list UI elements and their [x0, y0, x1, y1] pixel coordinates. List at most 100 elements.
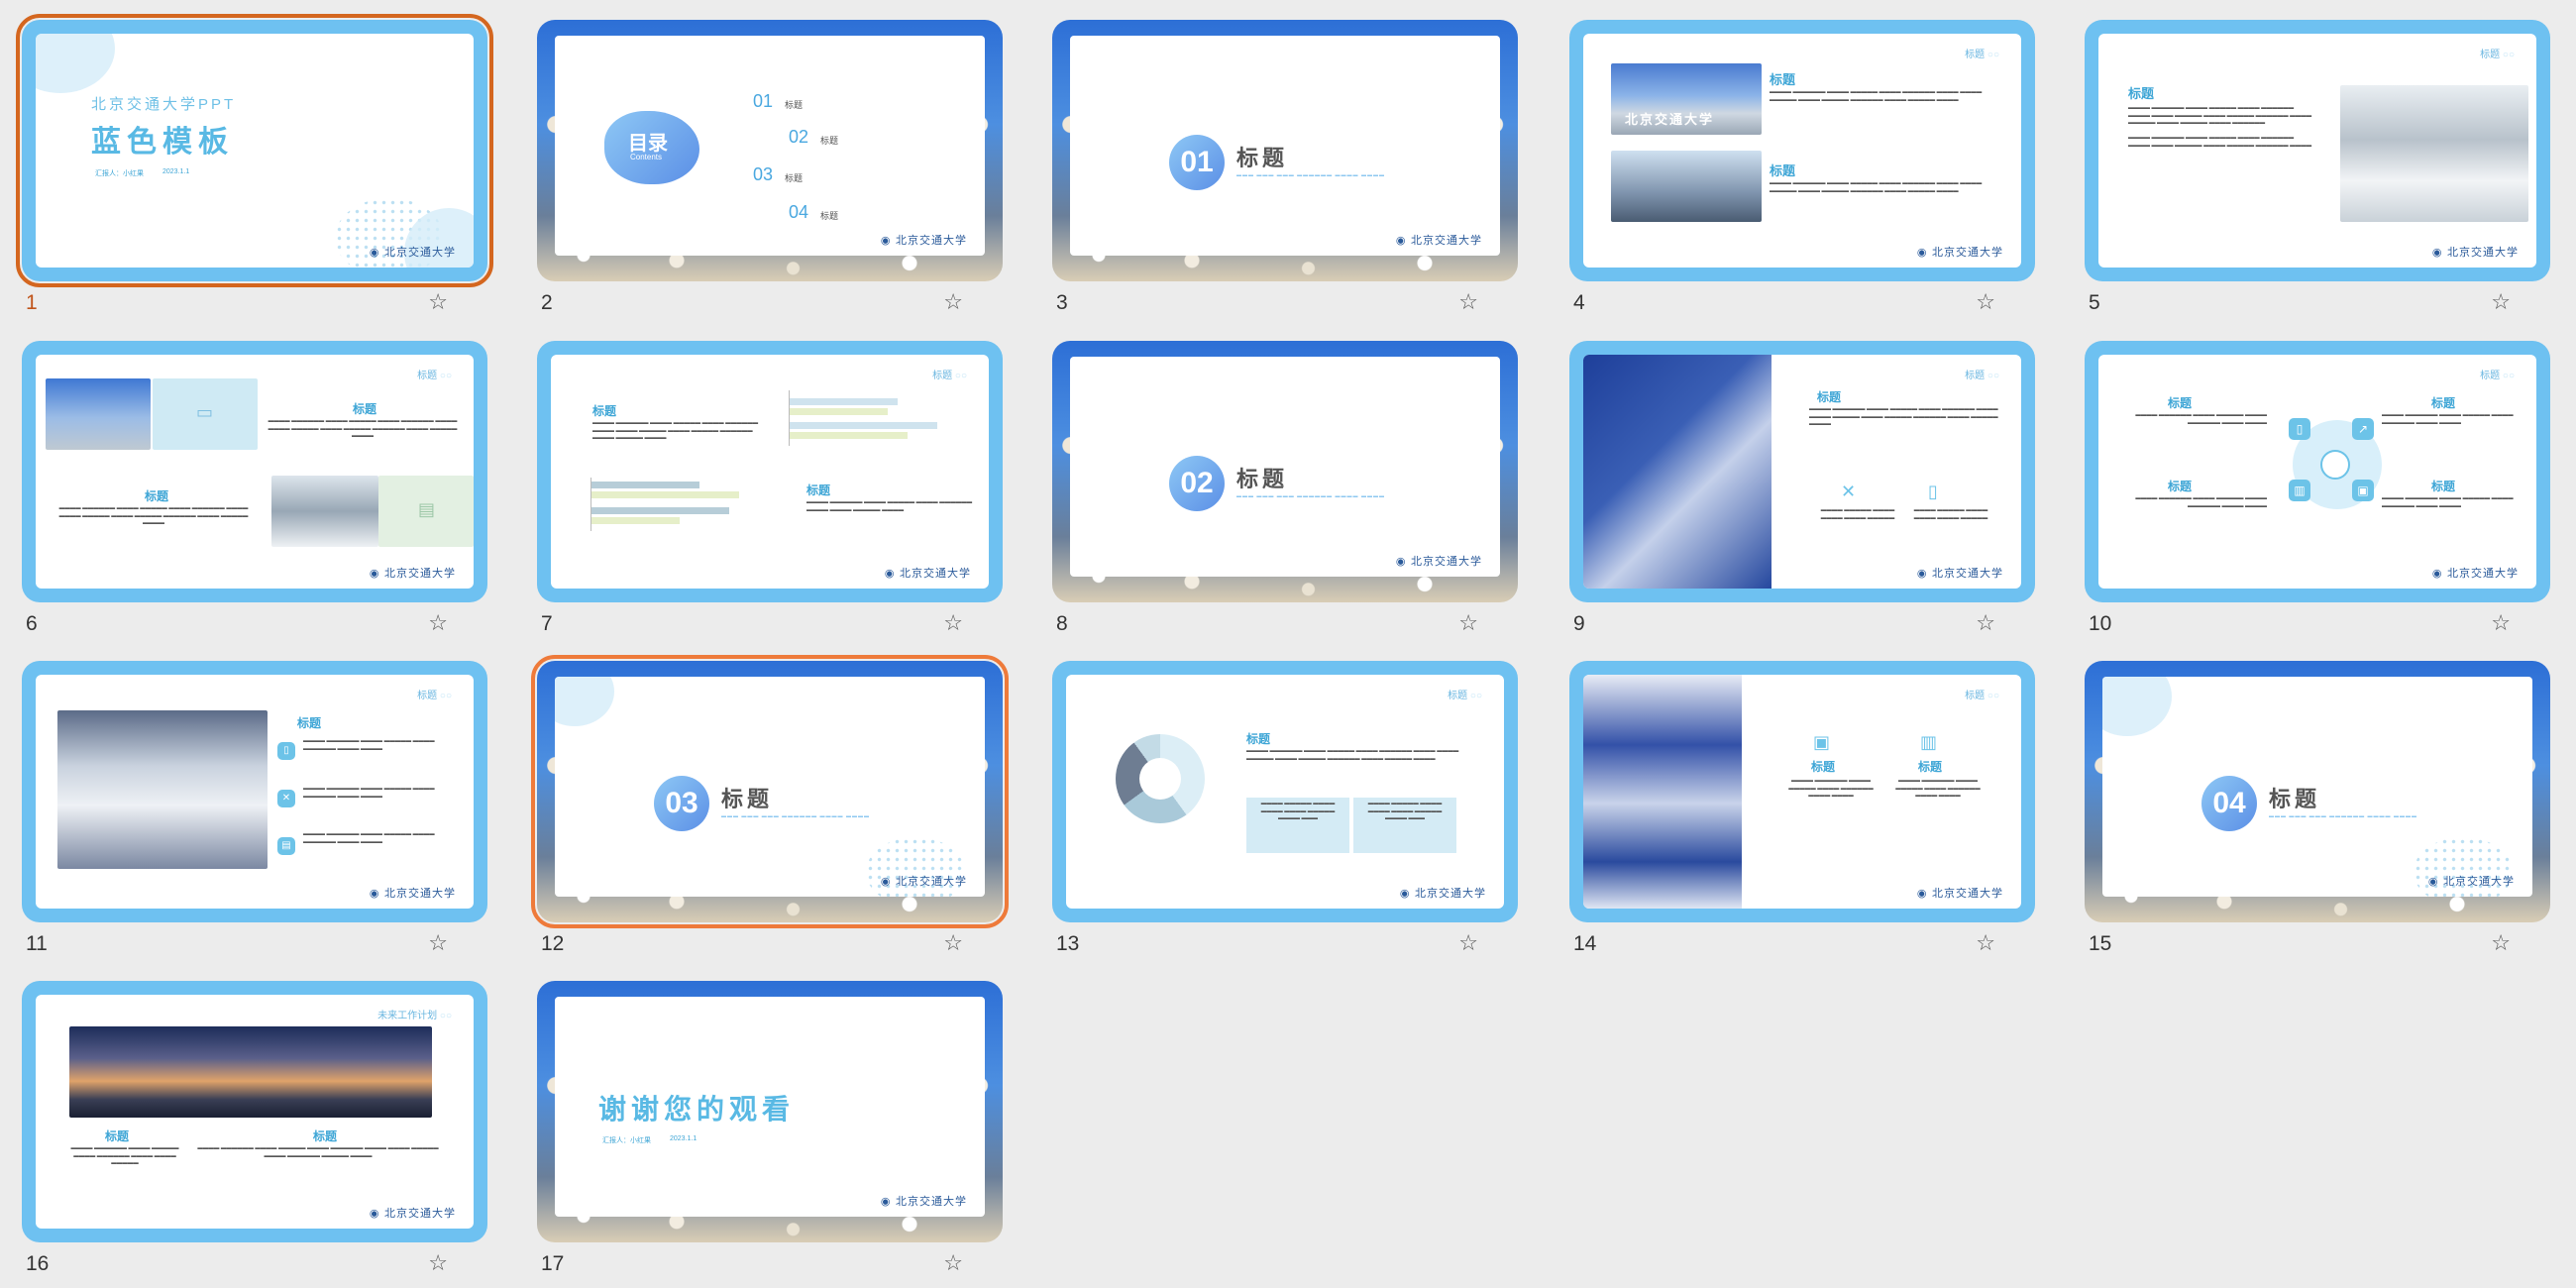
slide-thumbnail-14[interactable]: 标题 ▣ ▥ 标题 标题 ▬▬▬▬ ▬▬▬▬▬▬ ▬▬▬▬ ▬▬▬▬▬ ▬▬▬▬…	[1569, 661, 2035, 963]
star-icon[interactable]: ☆	[943, 930, 963, 955]
star-icon[interactable]: ☆	[1976, 610, 1995, 635]
star-icon[interactable]: ☆	[2491, 289, 2511, 314]
slide1-subtitle: 蓝色模板	[91, 126, 234, 159]
slide-thumbnail-16[interactable]: 未来工作计划 标题 标题 ▬▬▬▬ ▬▬▬▬▬▬ ▬▬▬▬ ▬▬▬▬▬ ▬▬▬▬…	[22, 981, 487, 1283]
slide-7[interactable]: 标题 标题 ▬▬▬▬ ▬▬▬▬▬▬ ▬▬▬▬ ▬▬▬▬▬ ▬▬▬▬ ▬▬▬▬▬▬…	[537, 341, 1003, 602]
slide-14[interactable]: 标题 ▣ ▥ 标题 标题 ▬▬▬▬ ▬▬▬▬▬▬ ▬▬▬▬ ▬▬▬▬▬ ▬▬▬▬…	[1569, 661, 2035, 922]
slide-13[interactable]: 标题 标题 ▬▬▬▬ ▬▬▬▬▬▬ ▬▬▬▬ ▬▬▬▬▬ ▬▬▬▬ ▬▬▬▬▬▬…	[1052, 661, 1518, 922]
phone-icon: ▯	[2289, 418, 2310, 440]
toc-label-3: 标题	[785, 173, 804, 183]
slide13-logo: 北京交通大学	[1400, 885, 1486, 901]
slide17-title: 谢谢您的观看	[598, 1094, 796, 1125]
slide-thumbnail-3[interactable]: 01 标题 ▬▬▬ ▬▬▬ ▬▬▬ ▬▬▬▬▬▬ ▬▬▬▬ ▬▬▬▬ 北京交通大…	[1052, 20, 1518, 322]
slide-tag: 标题	[417, 687, 452, 701]
slide11-body-3: ▬▬▬▬ ▬▬▬▬▬▬ ▬▬▬▬ ▬▬▬▬▬ ▬▬▬▬ ▬▬▬▬▬▬ ▬▬▬▬ …	[303, 831, 435, 845]
slide10-logo: 北京交通大学	[2432, 565, 2519, 581]
slide-9[interactable]: 标题 标题 ▬▬▬▬ ▬▬▬▬▬▬ ▬▬▬▬ ▬▬▬▬▬ ▬▬▬▬ ▬▬▬▬▬▬…	[1569, 341, 2035, 602]
star-icon[interactable]: ☆	[943, 610, 963, 635]
slide-tag: 标题	[2480, 367, 2515, 381]
slide13-heading: 标题	[1246, 732, 1271, 746]
slide-thumbnail-2[interactable]: 目录 Contents 01 标题 02 标题 03 标题 04 标题 北京交通…	[537, 20, 1003, 322]
slide-2[interactable]: 目录 Contents 01 标题 02 标题 03 标题 04 标题 北京交通…	[537, 20, 1003, 281]
slide-4[interactable]: 标题 北京交通大学 标题 ▬▬▬▬ ▬▬▬▬▬▬ ▬▬▬▬ ▬▬▬▬▬ ▬▬▬▬…	[1569, 20, 2035, 281]
slide-number: 8	[1056, 612, 1068, 635]
slide-11[interactable]: 标题 ▯ ✕ ▤ 标题 ▬▬▬▬ ▬▬▬▬▬▬ ▬▬▬▬ ▬▬▬▬▬ ▬▬▬▬ …	[22, 661, 487, 922]
star-icon[interactable]: ☆	[1458, 930, 1478, 955]
note-icon: ▤	[418, 499, 436, 519]
slide-15[interactable]: 04 标题 ▬▬▬ ▬▬▬ ▬▬▬ ▬▬▬▬▬▬ ▬▬▬▬ ▬▬▬▬ 北京交通大…	[2085, 661, 2550, 922]
slide7-body-1: ▬▬▬▬ ▬▬▬▬▬▬ ▬▬▬▬ ▬▬▬▬▬ ▬▬▬▬ ▬▬▬▬▬▬ ▬▬▬▬ …	[592, 420, 759, 441]
slide-thumbnail-6[interactable]: 标题 ▭ 标题 ▬▬▬▬ ▬▬▬▬▬▬ ▬▬▬▬ ▬▬▬▬▬ ▬▬▬▬ ▬▬▬▬…	[22, 341, 487, 643]
slide-thumbnail-17[interactable]: 谢谢您的观看 汇报人：小红果 2023.1.1 北京交通大学 17 ☆	[537, 981, 1003, 1283]
slide-number: 5	[2089, 291, 2100, 314]
bar-chart-1	[789, 390, 977, 460]
section-title: 标题	[1236, 467, 1289, 491]
slide17-author: 汇报人：小红果	[602, 1137, 651, 1144]
star-icon[interactable]: ☆	[1976, 289, 1995, 314]
section-subtext: ▬▬▬ ▬▬▬ ▬▬▬ ▬▬▬▬▬▬ ▬▬▬▬ ▬▬▬▬	[1236, 172, 1385, 178]
slide1-logo: 北京交通大学	[370, 244, 456, 260]
slide7-body-2: ▬▬▬▬ ▬▬▬▬▬▬ ▬▬▬▬ ▬▬▬▬▬ ▬▬▬▬ ▬▬▬▬▬▬ ▬▬▬▬ …	[806, 499, 973, 513]
star-icon[interactable]: ☆	[1458, 610, 1478, 635]
slide-17[interactable]: 谢谢您的观看 汇报人：小红果 2023.1.1 北京交通大学	[537, 981, 1003, 1242]
slide-thumbnail-1[interactable]: 北京交通大学PPT 蓝色模板 汇报人：小红果 2023.1.1 北京交通大学 1…	[16, 14, 493, 322]
slide8-logo: 北京交通大学	[1396, 553, 1482, 569]
slide-number: 17	[541, 1252, 565, 1275]
slide-thumbnail-5[interactable]: 标题 标题 ▬▬▬▬ ▬▬▬▬▬▬ ▬▬▬▬ ▬▬▬▬▬ ▬▬▬▬ ▬▬▬▬▬▬…	[2085, 20, 2550, 322]
slide15-logo: 北京交通大学	[2428, 873, 2515, 889]
snow-photo	[271, 476, 378, 547]
slide-thumbnail-11[interactable]: 标题 ▯ ✕ ▤ 标题 ▬▬▬▬ ▬▬▬▬▬▬ ▬▬▬▬ ▬▬▬▬▬ ▬▬▬▬ …	[22, 661, 487, 963]
slide11-body-2: ▬▬▬▬ ▬▬▬▬▬▬ ▬▬▬▬ ▬▬▬▬▬ ▬▬▬▬ ▬▬▬▬▬▬ ▬▬▬▬ …	[303, 786, 435, 800]
star-icon[interactable]: ☆	[943, 1250, 963, 1275]
slide10-body-4: ▬▬▬▬ ▬▬▬▬▬▬ ▬▬▬▬ ▬▬▬▬▬ ▬▬▬▬ ▬▬▬▬▬▬ ▬▬▬▬ …	[2382, 495, 2514, 509]
star-icon[interactable]: ☆	[428, 289, 448, 314]
note-icon: ▤	[277, 837, 295, 855]
slide13-box-1: ▬▬▬▬ ▬▬▬▬▬ ▬▬▬▬ ▬▬▬▬ ▬▬▬▬ ▬▬▬▬▬ ▬▬▬▬ ▬▬▬	[1246, 798, 1349, 853]
slide-5[interactable]: 标题 标题 ▬▬▬▬ ▬▬▬▬▬▬ ▬▬▬▬ ▬▬▬▬▬ ▬▬▬▬ ▬▬▬▬▬▬…	[2085, 20, 2550, 281]
slide10-body-1: ▬▬▬▬ ▬▬▬▬▬▬ ▬▬▬▬ ▬▬▬▬▬ ▬▬▬▬ ▬▬▬▬▬▬ ▬▬▬▬ …	[2135, 412, 2267, 426]
slide-1[interactable]: 北京交通大学PPT 蓝色模板 汇报人：小红果 2023.1.1 北京交通大学	[16, 14, 493, 287]
section-number: 01	[1169, 135, 1225, 190]
star-icon[interactable]: ☆	[1458, 289, 1478, 314]
slide-number: 16	[26, 1252, 50, 1275]
star-icon[interactable]: ☆	[943, 289, 963, 314]
slide17-date: 2023.1.1	[670, 1135, 698, 1142]
slide5-logo: 北京交通大学	[2432, 244, 2519, 260]
star-icon[interactable]: ☆	[428, 1250, 448, 1275]
slide-thumbnail-7[interactable]: 标题 标题 ▬▬▬▬ ▬▬▬▬▬▬ ▬▬▬▬ ▬▬▬▬▬ ▬▬▬▬ ▬▬▬▬▬▬…	[537, 341, 1003, 643]
slide6-logo: 北京交通大学	[370, 565, 456, 581]
slide9-logo: 北京交通大学	[1917, 565, 2003, 581]
slide11-body-1: ▬▬▬▬ ▬▬▬▬▬▬ ▬▬▬▬ ▬▬▬▬▬ ▬▬▬▬ ▬▬▬▬▬▬ ▬▬▬▬ …	[303, 738, 435, 752]
slide-thumbnail-12[interactable]: 03 标题 ▬▬▬ ▬▬▬ ▬▬▬ ▬▬▬▬▬▬ ▬▬▬▬ ▬▬▬▬ 北京交通大…	[531, 655, 1009, 963]
slide-thumbnail-10[interactable]: 标题 标题 ▬▬▬▬ ▬▬▬▬▬▬ ▬▬▬▬ ▬▬▬▬▬ ▬▬▬▬ ▬▬▬▬▬▬…	[2085, 341, 2550, 643]
star-icon[interactable]: ☆	[2491, 610, 2511, 635]
slide6-heading-2: 标题	[145, 489, 169, 503]
toc-num-3: 03	[753, 164, 774, 184]
slide2-heading-en: Contents	[630, 153, 663, 161]
slide6-body-1: ▬▬▬▬ ▬▬▬▬▬▬ ▬▬▬▬ ▬▬▬▬▬ ▬▬▬▬ ▬▬▬▬▬▬ ▬▬▬▬ …	[268, 418, 458, 439]
slide-12[interactable]: 03 标题 ▬▬▬ ▬▬▬ ▬▬▬ ▬▬▬▬▬▬ ▬▬▬▬ ▬▬▬▬ 北京交通大…	[531, 655, 1009, 928]
slide-thumbnail-4[interactable]: 标题 北京交通大学 标题 ▬▬▬▬ ▬▬▬▬▬▬ ▬▬▬▬ ▬▬▬▬▬ ▬▬▬▬…	[1569, 20, 2035, 322]
slide-6[interactable]: 标题 ▭ 标题 ▬▬▬▬ ▬▬▬▬▬▬ ▬▬▬▬ ▬▬▬▬▬ ▬▬▬▬ ▬▬▬▬…	[22, 341, 487, 602]
star-icon[interactable]: ☆	[1976, 930, 1995, 955]
slide11-heading: 标题	[297, 716, 322, 730]
slide-3[interactable]: 01 标题 ▬▬▬ ▬▬▬ ▬▬▬ ▬▬▬▬▬▬ ▬▬▬▬ ▬▬▬▬ 北京交通大…	[1052, 20, 1518, 281]
slide-10[interactable]: 标题 标题 ▬▬▬▬ ▬▬▬▬▬▬ ▬▬▬▬ ▬▬▬▬▬ ▬▬▬▬ ▬▬▬▬▬▬…	[2085, 341, 2550, 602]
snow-tree-photo	[2340, 85, 2528, 222]
slide-8[interactable]: 02 标题 ▬▬▬ ▬▬▬ ▬▬▬ ▬▬▬▬▬▬ ▬▬▬▬ ▬▬▬▬ 北京交通大…	[1052, 341, 1518, 602]
slide-number: 7	[541, 612, 553, 635]
slide1-author: 汇报人：小红果	[95, 170, 144, 177]
slide-thumbnail-8[interactable]: 02 标题 ▬▬▬ ▬▬▬ ▬▬▬ ▬▬▬▬▬▬ ▬▬▬▬ ▬▬▬▬ 北京交通大…	[1052, 341, 1518, 643]
slide-16[interactable]: 未来工作计划 标题 标题 ▬▬▬▬ ▬▬▬▬▬▬ ▬▬▬▬ ▬▬▬▬▬ ▬▬▬▬…	[22, 981, 487, 1242]
star-icon[interactable]: ☆	[2491, 930, 2511, 955]
slide-tag: 标题	[1965, 46, 1999, 60]
slide16-heading-1: 标题	[105, 1129, 130, 1143]
slide-tag: 未来工作计划	[377, 1007, 452, 1021]
toc-num-2: 02	[789, 127, 809, 147]
slide-thumbnail-9[interactable]: 标题 标题 ▬▬▬▬ ▬▬▬▬▬▬ ▬▬▬▬ ▬▬▬▬▬ ▬▬▬▬ ▬▬▬▬▬▬…	[1569, 341, 2035, 643]
slide9-body-2: ▬▬▬▬ ▬▬▬▬▬ ▬▬▬▬ ▬▬▬▬ ▬▬▬▬ ▬▬▬▬▬	[1820, 507, 1895, 521]
star-icon[interactable]: ☆	[428, 610, 448, 635]
slide-thumbnail-13[interactable]: 标题 标题 ▬▬▬▬ ▬▬▬▬▬▬ ▬▬▬▬ ▬▬▬▬▬ ▬▬▬▬ ▬▬▬▬▬▬…	[1052, 661, 1518, 963]
slide-thumbnail-15[interactable]: 04 标题 ▬▬▬ ▬▬▬ ▬▬▬ ▬▬▬▬▬▬ ▬▬▬▬ ▬▬▬▬ 北京交通大…	[2085, 661, 2550, 963]
star-icon[interactable]: ☆	[428, 930, 448, 955]
